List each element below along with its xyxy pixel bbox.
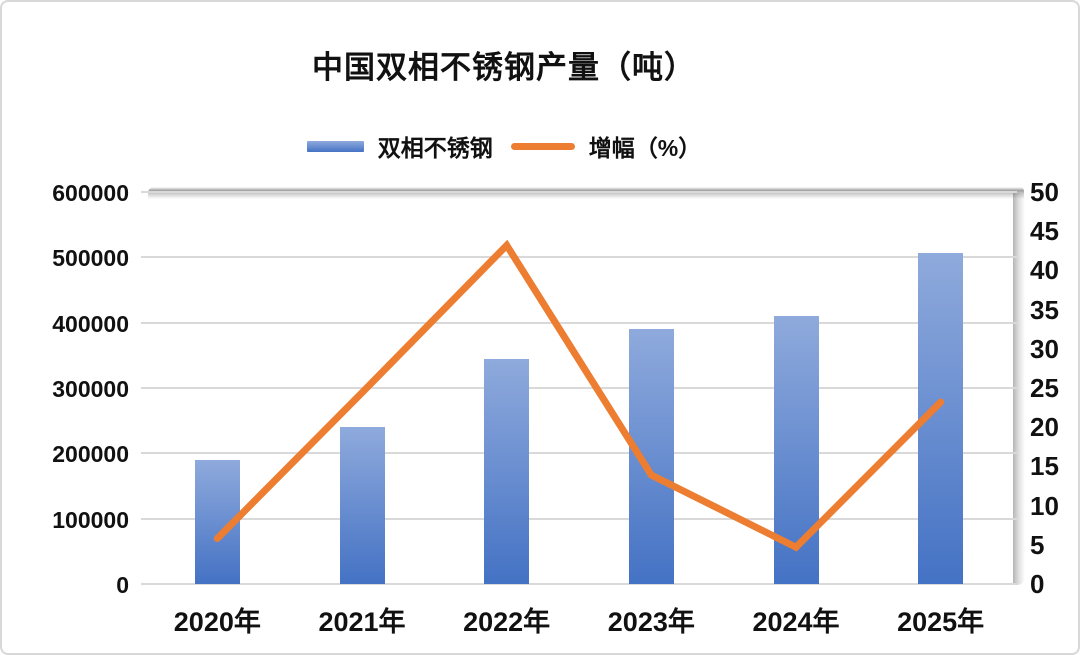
x-axis-tick-label: 2025年 bbox=[897, 607, 985, 637]
x-axis-tick-label: 2020年 bbox=[173, 607, 261, 637]
left-axis-tick-label: 100000 bbox=[52, 506, 129, 533]
gridline bbox=[141, 517, 1017, 520]
right-axis-tick-label: 20 bbox=[1030, 412, 1059, 443]
right-axis-tick-label: 25 bbox=[1030, 373, 1059, 403]
growth-line bbox=[213, 239, 945, 552]
chart-legend: 双相不锈钢 增幅（%） bbox=[2, 129, 1006, 163]
plot-area bbox=[141, 191, 1017, 585]
right-axis-tick-label: 15 bbox=[1030, 451, 1059, 482]
right-axis-tick-label: 45 bbox=[1030, 216, 1059, 247]
right-axis-tick-label: 40 bbox=[1030, 255, 1059, 286]
growth-line-layer bbox=[213, 239, 945, 552]
x-axis-tick-label: 2023年 bbox=[607, 607, 695, 637]
left-axis-tick-label: 300000 bbox=[52, 376, 129, 402]
left-axis-tick-label: 200000 bbox=[52, 441, 129, 468]
right-axis-tick-label: 50 bbox=[1030, 177, 1059, 207]
gridline bbox=[141, 191, 1017, 193]
chart-title: 中国双相不锈钢产量（吨） bbox=[312, 50, 696, 85]
bar-2022年 bbox=[484, 358, 530, 584]
gridline bbox=[141, 583, 1017, 585]
right-axis-tick-label: 0 bbox=[1030, 569, 1045, 599]
line-series-legend-label: 增幅（%） bbox=[588, 135, 702, 161]
x-axis-tick-label: 2024年 bbox=[752, 607, 840, 637]
bar-series-legend-label: 双相不锈钢 bbox=[377, 135, 493, 161]
gridline bbox=[141, 387, 1017, 389]
left-axis-tick-label: 400000 bbox=[52, 310, 129, 337]
bar-2021年 bbox=[339, 427, 385, 584]
right-axis-tick-label: 35 bbox=[1030, 294, 1059, 325]
right-axis-tick-label: 10 bbox=[1030, 490, 1059, 521]
gridline bbox=[141, 321, 1017, 324]
left-axis-tick-label: 0 bbox=[116, 572, 129, 598]
line-series-swatch bbox=[510, 142, 575, 150]
gridline bbox=[141, 452, 1017, 455]
right-axis-tick-label: 30 bbox=[1030, 333, 1059, 364]
plot-area-right-shadow bbox=[1013, 193, 1025, 585]
x-axis-tick-label: 2022年 bbox=[463, 607, 551, 637]
x-axis-tick-label: 2021年 bbox=[318, 607, 406, 637]
left-axis-tick-label: 500000 bbox=[52, 245, 129, 272]
bar-series-swatch bbox=[306, 140, 364, 152]
left-axis-tick-label: 600000 bbox=[52, 180, 129, 206]
right-axis-tick-label: 5 bbox=[1030, 529, 1045, 560]
gridline bbox=[141, 256, 1017, 259]
